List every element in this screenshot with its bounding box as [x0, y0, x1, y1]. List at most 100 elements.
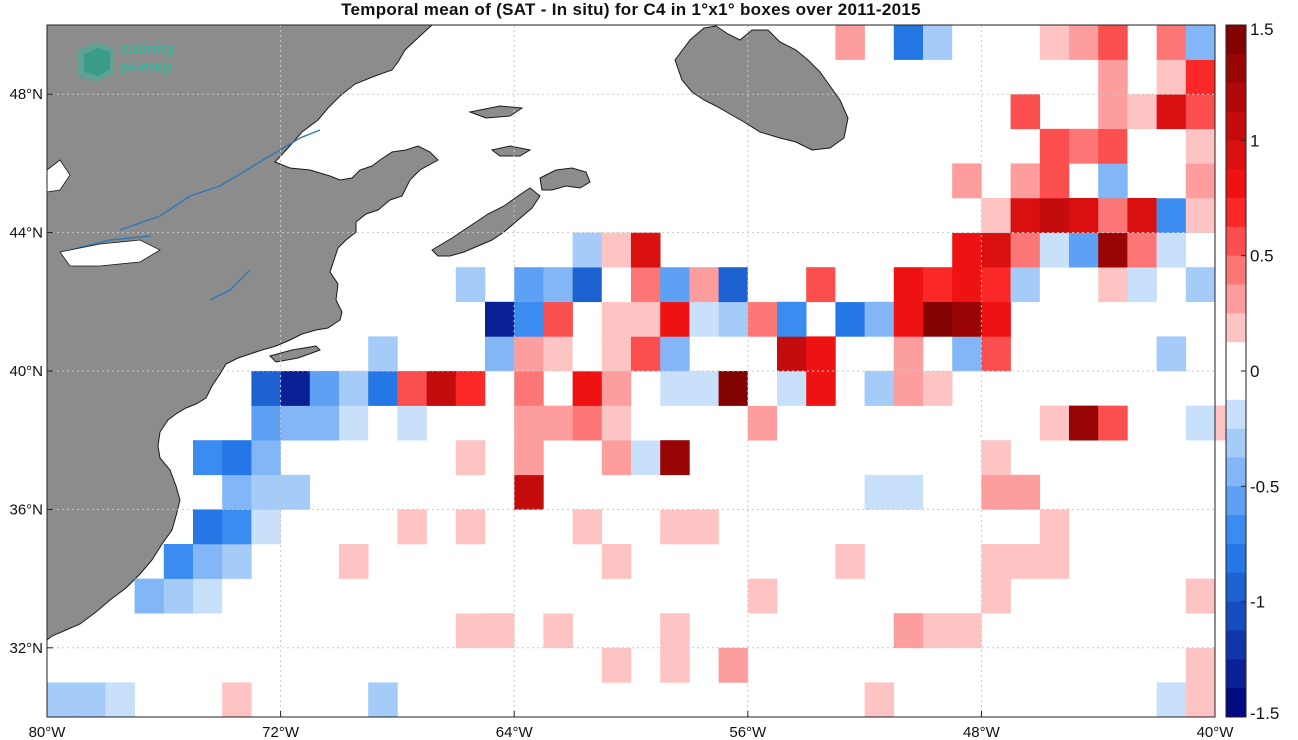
heatmap-cell: [222, 474, 252, 510]
heatmap-cell: [368, 682, 398, 718]
heatmap-cell: [1098, 163, 1128, 199]
heatmap-cell: [251, 371, 281, 406]
heatmap-cell: [280, 405, 311, 441]
heatmap-cell: [893, 613, 924, 649]
colorbar-tick-label: -0.5: [1250, 477, 1279, 496]
colorbar-tick-label: 0.5: [1250, 247, 1274, 266]
heatmap-cell: [222, 682, 252, 718]
colorbar-ticks: 1.5 1 0.5 0 -0.5 -1 -1.5: [1241, 20, 1279, 723]
x-tick-label: 56°W: [729, 724, 767, 740]
heatmap-cell: [893, 267, 924, 303]
heatmap-cell: [952, 613, 982, 649]
heatmap-cell: [631, 267, 661, 303]
logo-mark-icon: [78, 42, 114, 82]
heatmap-cell: [1185, 647, 1216, 683]
heatmap-cell: [1185, 682, 1216, 718]
heatmap-cell: [923, 25, 953, 60]
heatmap-cell: [1185, 578, 1216, 614]
heatmap-cell: [601, 647, 632, 683]
heatmap-cell: [1069, 301, 1099, 337]
heatmap-cell: [660, 647, 690, 683]
x-axis-ticks: 80°W 72°W 64°W 56°W 48°W 40°W: [29, 711, 1234, 740]
heatmap-cell: [1039, 198, 1070, 233]
heatmap-cell: [426, 440, 457, 476]
heatmap-cell: [1156, 25, 1187, 60]
heatmap-cell: [660, 301, 690, 337]
heatmap-cell: [835, 267, 865, 303]
colorbar-swatch: [1226, 313, 1246, 343]
logo-line2: pi-mep: [120, 59, 173, 76]
heatmap-cell: [923, 613, 953, 649]
heatmap-cell: [952, 336, 982, 372]
heatmap-cell: [777, 405, 807, 441]
colorbar-swatch: [1226, 601, 1246, 631]
heatmap-cell: [660, 267, 690, 303]
heatmap-cell: [1098, 405, 1128, 441]
heatmap-cell: [718, 405, 749, 441]
heatmap-cell: [1127, 232, 1157, 268]
colorbar-swatch: [1226, 457, 1246, 487]
heatmap-cell: [1156, 128, 1187, 164]
heatmap-cell: [455, 267, 486, 303]
y-tick-label: 32°N: [9, 640, 43, 657]
heatmap-cells: [47, 25, 1245, 718]
heatmap-cell: [251, 474, 281, 510]
heatmap-cell: [397, 405, 427, 441]
heatmap-cell: [631, 336, 661, 372]
heatmap-cell: [193, 509, 223, 545]
heatmap-cell: [193, 440, 223, 476]
heatmap-cell: [893, 474, 924, 510]
heatmap-cell: [543, 405, 573, 441]
heatmap-cell: [222, 578, 252, 614]
heatmap-cell: [923, 371, 953, 406]
logo-line1: salinity: [120, 41, 176, 58]
heatmap-cell: [835, 613, 865, 649]
heatmap-cell: [572, 336, 603, 372]
heatmap-cell: [280, 371, 311, 406]
heatmap-cell: [455, 371, 486, 406]
heatmap-cell: [747, 682, 778, 718]
colorbar-swatch: [1226, 284, 1246, 314]
heatmap-cell: [981, 544, 1011, 579]
colorbar-tick-label: 0: [1250, 362, 1259, 381]
heatmap-cell: [368, 405, 398, 441]
heatmap-cell: [923, 301, 953, 337]
heatmap-cell: [864, 474, 895, 510]
colorbar-tick-label: 1.5: [1250, 20, 1274, 39]
heatmap-cell: [426, 371, 457, 406]
heatmap-cell: [1098, 128, 1128, 164]
heatmap-cell: [543, 578, 573, 614]
colorbar-swatch: [1226, 399, 1246, 430]
heatmap-cell: [1039, 163, 1070, 199]
heatmap-cell: [660, 336, 690, 372]
heatmap-cell: [543, 267, 573, 303]
heatmap-cell: [689, 301, 719, 337]
heatmap-cell: [660, 474, 690, 510]
heatmap-cell: [572, 509, 603, 545]
colorbar-swatch: [1226, 659, 1246, 689]
heatmap-cell: [485, 301, 515, 337]
heatmap-cell: [952, 682, 982, 718]
heatmap-cell: [1185, 59, 1216, 95]
heatmap-cell: [572, 267, 603, 303]
heatmap-cell: [835, 544, 865, 579]
heatmap-cell: [1010, 198, 1041, 233]
heatmap-cell: [455, 578, 486, 614]
heatmap-cell: [455, 509, 486, 545]
heatmap-cell: [689, 509, 719, 545]
heatmap-cell: [601, 371, 632, 406]
heatmap-cell: [864, 578, 895, 614]
cape-breton-land: [539, 167, 591, 191]
heatmap-cell: [163, 544, 194, 579]
heatmap-cell: [718, 682, 749, 718]
heatmap-cell: [572, 405, 603, 441]
colorbar-swatch: [1226, 630, 1246, 660]
heatmap-cell: [1156, 94, 1187, 130]
heatmap-cell: [631, 405, 661, 441]
heatmap-cell: [572, 440, 603, 476]
heatmap-cell: [543, 336, 573, 372]
colorbar-swatch: [1226, 82, 1246, 112]
nova-scotia-land: [431, 187, 541, 257]
heatmap-cell: [1098, 336, 1128, 372]
heatmap-cell: [806, 371, 836, 406]
